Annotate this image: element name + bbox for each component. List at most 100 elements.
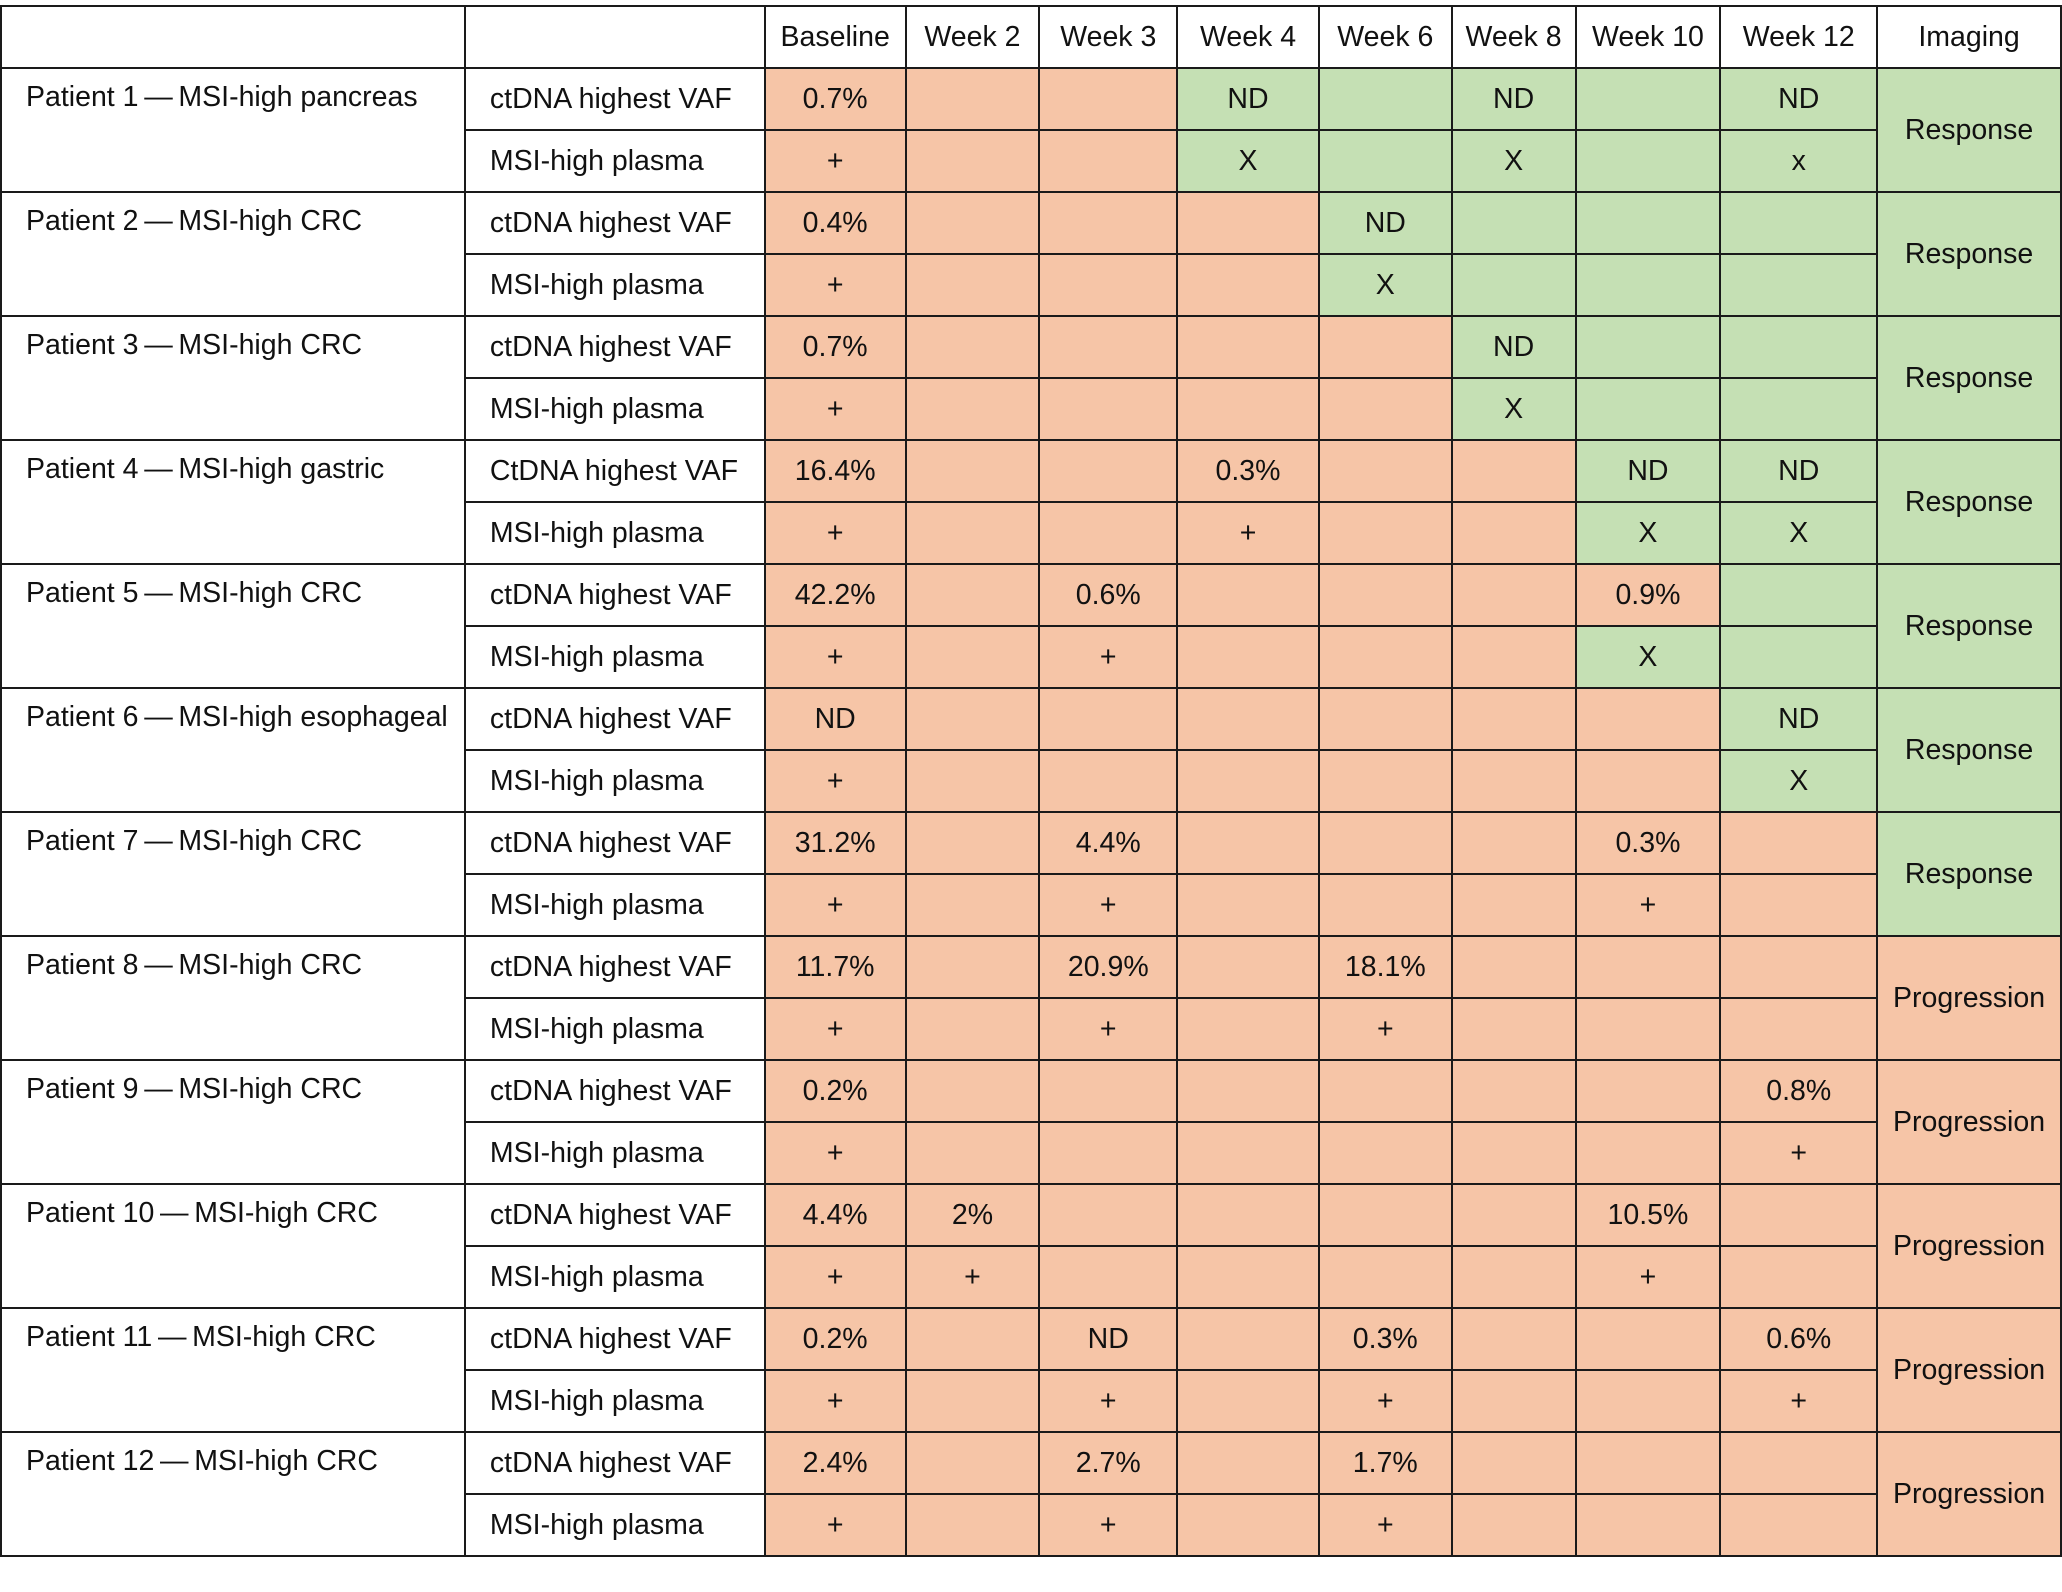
measure-label: ctDNA highest VAF (463, 1307, 766, 1371)
imaging-result: Response (1876, 687, 2062, 813)
value-cell: 42.2% (763, 563, 907, 627)
value-cell (1574, 253, 1722, 317)
value-cell: 0.3% (1176, 439, 1320, 503)
value-cell: + (763, 873, 907, 937)
table-row: MSI-high plasma + + X X (1, 501, 2061, 565)
measure-label: MSI-high plasma (463, 873, 766, 937)
table-row: MSI-high plasma + + + + (1, 1369, 2061, 1433)
value-cell (1450, 1183, 1577, 1247)
value-cell (1450, 1307, 1577, 1371)
value-cell (1176, 811, 1320, 875)
value-cell: + (763, 625, 907, 689)
value-cell (904, 253, 1041, 317)
value-cell: + (1317, 1369, 1453, 1433)
value-cell (904, 563, 1041, 627)
value-cell (904, 935, 1041, 999)
value-cell (1574, 1431, 1722, 1495)
table-row: MSI-high plasma + + + (1, 997, 2061, 1061)
value-cell (1038, 687, 1179, 751)
value-cell (1176, 625, 1320, 689)
value-cell (1038, 1121, 1179, 1185)
value-cell (1038, 377, 1179, 441)
value-cell (1317, 873, 1453, 937)
value-cell (1450, 563, 1577, 627)
value-cell: + (763, 253, 907, 317)
value-cell (1450, 439, 1577, 503)
value-cell (1317, 67, 1453, 131)
value-cell: 2% (904, 1183, 1041, 1247)
column-header: Week 3 (1038, 5, 1179, 69)
value-cell: + (1574, 873, 1722, 937)
table-row: Patient 10 — MSI-high CRC ctDNA highest V… (0, 1183, 2062, 1309)
table-row: Patient 8 — MSI-high CRC ctDNA highest VA… (0, 935, 2062, 1061)
value-cell: ND (1719, 687, 1879, 751)
value-cell: 20.9% (1038, 935, 1179, 999)
value-cell: 0.7% (763, 67, 907, 131)
value-cell (1317, 501, 1453, 565)
value-cell: X (1450, 377, 1577, 441)
column-header: Baseline (763, 5, 907, 69)
value-cell: ND (1038, 1307, 1179, 1371)
value-cell (1317, 563, 1453, 627)
value-cell (1317, 1183, 1453, 1247)
imaging-result: Response (1876, 811, 2062, 937)
value-cell: + (763, 749, 907, 813)
column-header: Week 2 (904, 5, 1041, 69)
value-cell: 2.7% (1038, 1431, 1179, 1495)
value-cell: ND (1450, 67, 1577, 131)
value-cell (1719, 811, 1879, 875)
value-cell (1176, 253, 1320, 317)
table-row: Patient 3 — MSI-high CRC ctDNA highest VA… (0, 315, 2062, 441)
value-cell (1450, 873, 1577, 937)
value-cell (1176, 1183, 1320, 1247)
header-row: Baseline Week 2 Week 3 Week 4 Week 6 Week 8 We… (0, 5, 2062, 69)
value-cell (904, 687, 1041, 751)
value-cell (1719, 315, 1879, 379)
table-row: Patient 2 — MSI-high CRC ctDNA highest VA… (0, 191, 2062, 317)
value-cell (1719, 997, 1879, 1061)
value-cell (1038, 253, 1179, 317)
value-cell (1038, 1245, 1179, 1309)
value-cell: + (1317, 997, 1453, 1061)
value-cell: + (763, 997, 907, 1061)
value-cell (1317, 1121, 1453, 1185)
value-cell (1450, 1059, 1577, 1123)
value-cell (1574, 1307, 1722, 1371)
value-cell (904, 749, 1041, 813)
value-cell: X (1574, 501, 1722, 565)
patient-label: Patient 5 — MSI-high CRC (0, 563, 466, 689)
imaging-result: Response (1876, 563, 2062, 689)
imaging-result: Response (1876, 191, 2062, 317)
value-cell (1176, 1493, 1320, 1557)
imaging-result: Progression (1876, 1183, 2062, 1309)
measure-label: MSI-high plasma (463, 377, 766, 441)
value-cell (1176, 1369, 1320, 1433)
value-cell (1176, 1245, 1320, 1309)
value-cell (904, 1369, 1041, 1433)
value-cell (904, 1059, 1041, 1123)
value-cell: + (763, 1245, 907, 1309)
value-cell: 16.4% (763, 439, 907, 503)
value-cell: 1.7% (1317, 1431, 1453, 1495)
value-cell: ND (1176, 67, 1320, 131)
patient-label: Patient 12 — MSI-high CRC (0, 1431, 466, 1557)
value-cell (1176, 1431, 1320, 1495)
value-cell (1176, 997, 1320, 1061)
value-cell (904, 873, 1041, 937)
value-cell (1317, 749, 1453, 813)
value-cell: + (1038, 1369, 1179, 1433)
value-cell (1574, 377, 1722, 441)
value-cell (904, 191, 1041, 255)
value-cell (1719, 1245, 1879, 1309)
value-cell (904, 315, 1041, 379)
value-cell (1038, 749, 1179, 813)
value-cell (1038, 315, 1179, 379)
measure-label: ctDNA highest VAF (463, 1431, 766, 1495)
table-row: MSI-high plasma + + + (1, 1245, 2061, 1309)
value-cell: + (1038, 625, 1179, 689)
column-header: Week 4 (1176, 5, 1320, 69)
value-cell: + (763, 1121, 907, 1185)
measure-label: MSI-high plasma (463, 1369, 766, 1433)
value-cell (1574, 129, 1722, 193)
